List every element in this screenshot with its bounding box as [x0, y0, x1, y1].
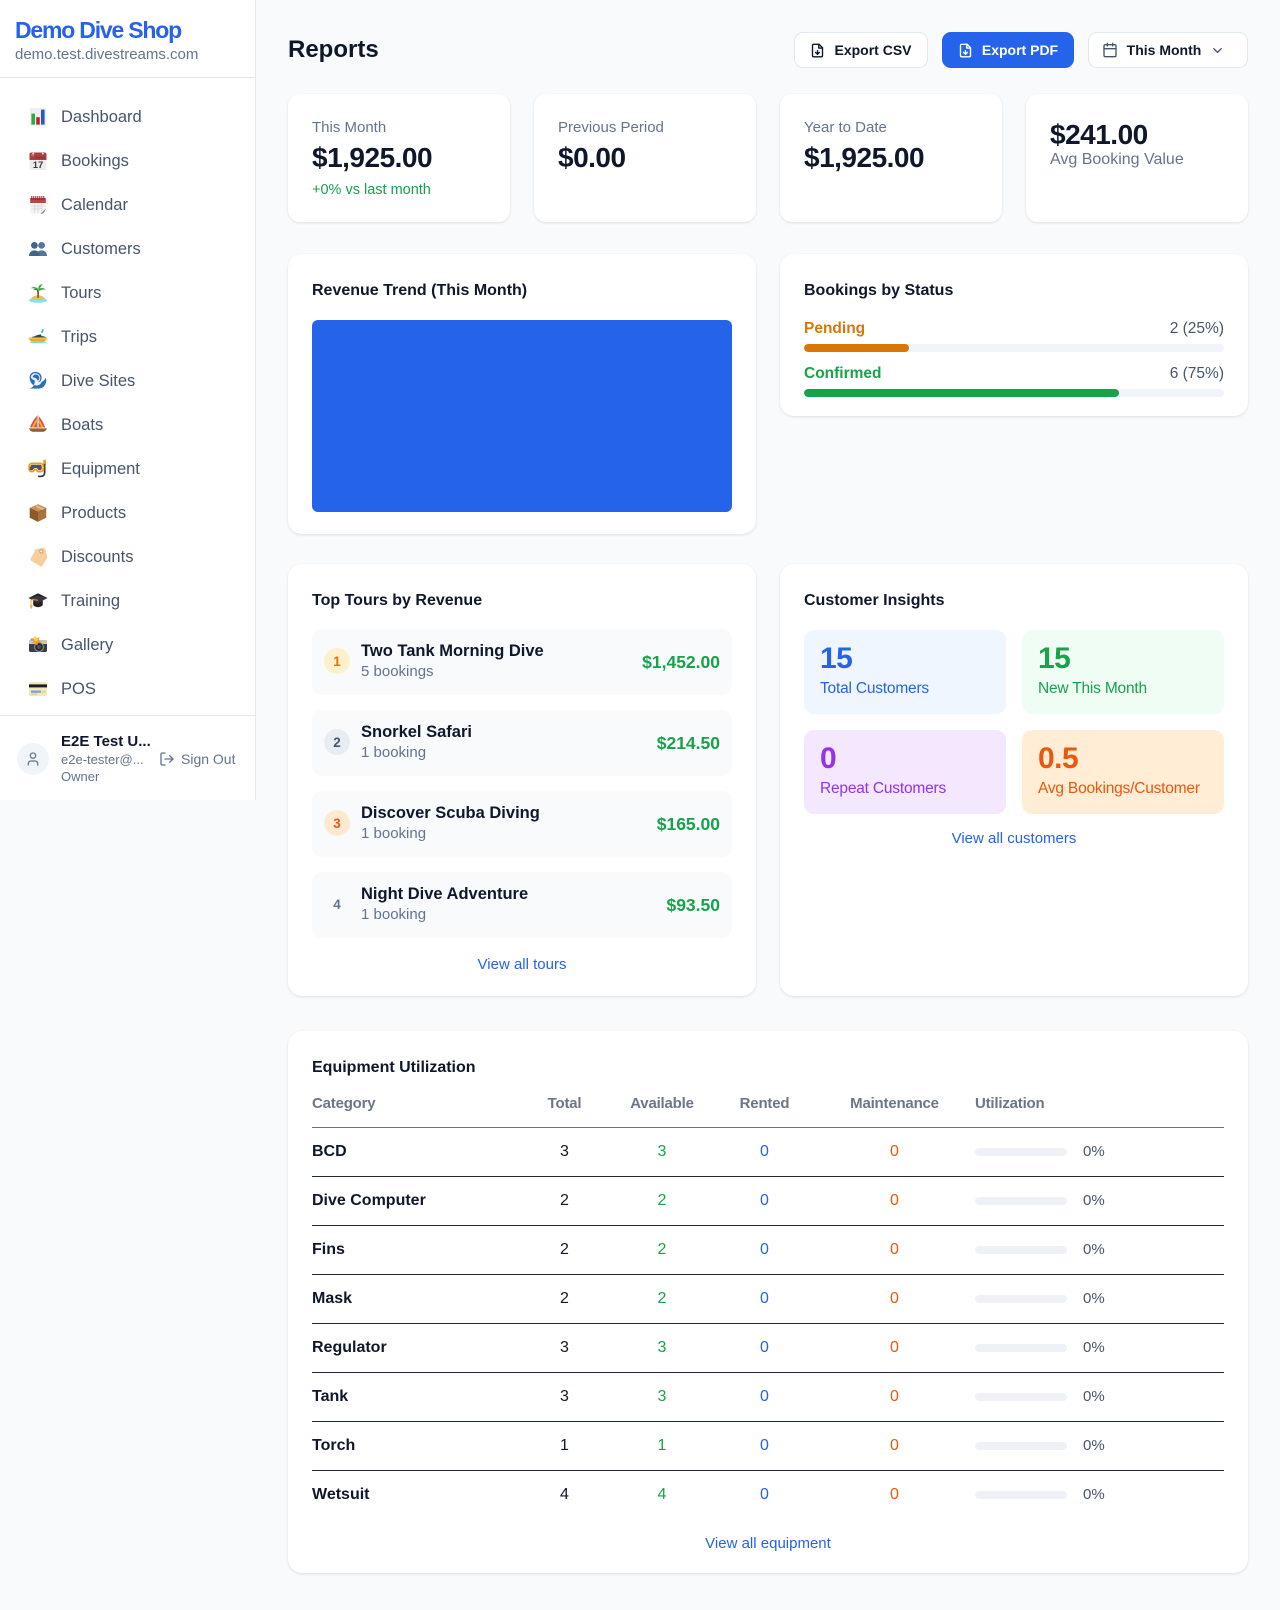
- svg-text:17: 17: [33, 160, 44, 171]
